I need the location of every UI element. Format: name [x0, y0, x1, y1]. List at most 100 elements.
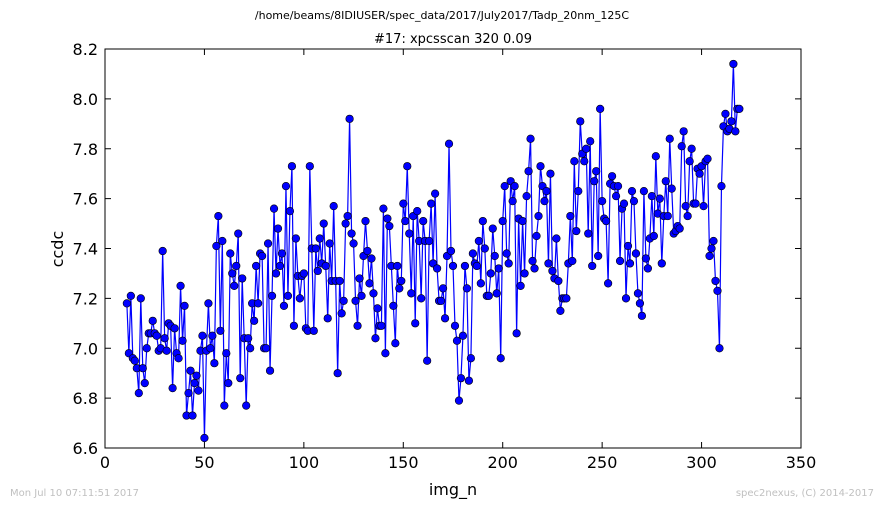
data-point	[679, 127, 688, 136]
data-point	[361, 216, 370, 226]
data-point	[425, 236, 434, 246]
data-point	[419, 216, 428, 226]
data-point	[385, 221, 394, 231]
data-point	[615, 256, 625, 266]
x-tick-label: 300	[686, 453, 717, 472]
footer-timestamp: Mon Jul 10 07:11:51 2017	[10, 488, 139, 499]
data-point	[222, 349, 231, 358]
data-point	[464, 376, 474, 385]
data-point	[524, 167, 533, 176]
data-point	[432, 264, 442, 273]
data-point	[200, 433, 209, 443]
data-point	[647, 192, 656, 201]
data-point	[446, 246, 456, 256]
data-point	[661, 177, 670, 186]
data-point	[570, 157, 579, 166]
data-point	[168, 384, 177, 393]
data-point	[319, 219, 328, 228]
data-point	[705, 251, 714, 261]
data-point	[657, 259, 666, 268]
data-point	[474, 236, 483, 246]
x-tick-label: 50	[194, 453, 214, 472]
data-point	[588, 261, 597, 271]
data-point	[142, 344, 151, 353]
data-point	[379, 204, 388, 213]
data-point	[176, 281, 185, 291]
data-point	[134, 389, 143, 398]
data-point	[309, 326, 318, 335]
data-point	[393, 261, 402, 271]
data-point	[476, 279, 485, 288]
data-point	[546, 169, 555, 178]
data-point	[510, 182, 519, 191]
data-point	[230, 281, 239, 291]
data-point	[353, 321, 362, 330]
data-point	[735, 104, 744, 113]
data-point	[299, 269, 308, 278]
data-point	[295, 294, 304, 303]
data-point	[252, 261, 261, 271]
data-point	[180, 301, 189, 310]
y-tick-label: 7.6	[73, 190, 98, 209]
data-point	[160, 334, 169, 343]
data-point	[122, 299, 131, 308]
data-point	[598, 197, 607, 206]
series-line	[126, 63, 740, 439]
data-point	[263, 239, 273, 248]
data-point	[333, 369, 342, 378]
data-point	[174, 354, 183, 363]
data-point	[683, 211, 692, 221]
data-point	[627, 187, 637, 196]
data-point	[544, 259, 553, 268]
data-point	[625, 259, 635, 268]
data-point	[629, 197, 639, 206]
data-point	[711, 276, 720, 286]
data-point	[323, 314, 332, 323]
data-point	[265, 366, 275, 375]
data-point	[542, 187, 551, 196]
x-tick-label: 0	[100, 453, 110, 472]
data-point	[210, 359, 219, 368]
data-point	[373, 304, 382, 313]
data-point	[566, 211, 575, 221]
data-point	[395, 284, 404, 293]
data-point	[480, 244, 489, 253]
data-point	[685, 157, 694, 166]
data-point	[208, 331, 217, 340]
data-point	[713, 286, 722, 295]
data-point	[313, 266, 322, 276]
data-point	[675, 224, 684, 233]
data-point	[534, 211, 543, 221]
data-point	[401, 216, 410, 226]
data-point	[663, 211, 672, 221]
plot-area: 0 50 100 150 200 250 300 350 6.6 6.8 7.0 7.2 7.4 7.6 7…	[73, 40, 817, 472]
data-point	[699, 202, 708, 211]
y-tick-label: 6.8	[73, 389, 98, 408]
data-point	[707, 244, 716, 253]
data-point	[488, 224, 497, 233]
data-point	[188, 411, 197, 420]
data-point	[170, 324, 179, 333]
data-point	[321, 261, 330, 271]
data-point	[329, 202, 338, 211]
data-point	[466, 354, 476, 363]
data-point	[633, 289, 643, 298]
data-point	[576, 117, 585, 126]
data-point	[232, 261, 241, 271]
data-point	[490, 251, 499, 261]
data-point	[568, 256, 577, 266]
data-point	[649, 231, 658, 241]
data-point	[413, 206, 422, 216]
data-point	[216, 326, 225, 335]
data-point	[635, 299, 645, 308]
data-point	[194, 386, 203, 395]
data-point	[604, 279, 613, 288]
data-point	[637, 311, 647, 320]
data-point	[254, 299, 263, 308]
data-point	[405, 229, 414, 238]
data-point	[206, 344, 215, 353]
data-point	[377, 321, 386, 330]
data-point	[271, 269, 281, 278]
data-point	[504, 259, 513, 268]
data-point	[596, 104, 605, 113]
